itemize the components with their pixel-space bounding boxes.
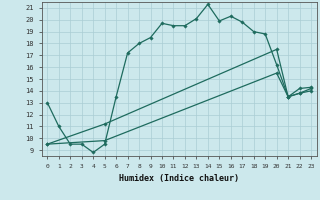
X-axis label: Humidex (Indice chaleur): Humidex (Indice chaleur)	[119, 174, 239, 183]
